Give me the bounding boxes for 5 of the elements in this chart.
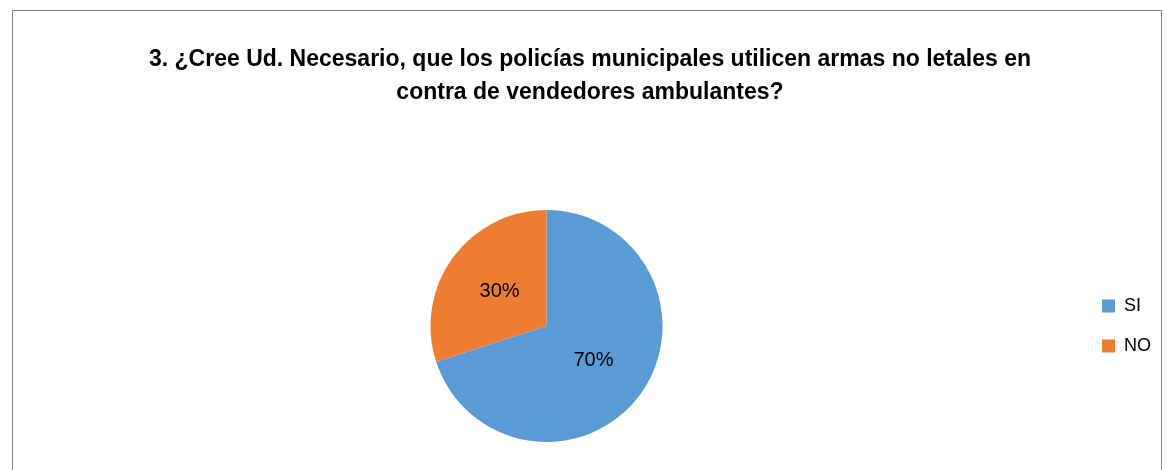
chart-title: 3. ¿Cree Ud. Necesario, que los policías municipales utilicen armas no letales en contra de vendedores ambulantes? (148, 44, 1032, 106)
legend-label: NO (1124, 334, 1151, 355)
data-label: 70% (573, 347, 614, 370)
legend-label: SI (1124, 294, 1142, 315)
data-label: 30% (479, 279, 520, 302)
